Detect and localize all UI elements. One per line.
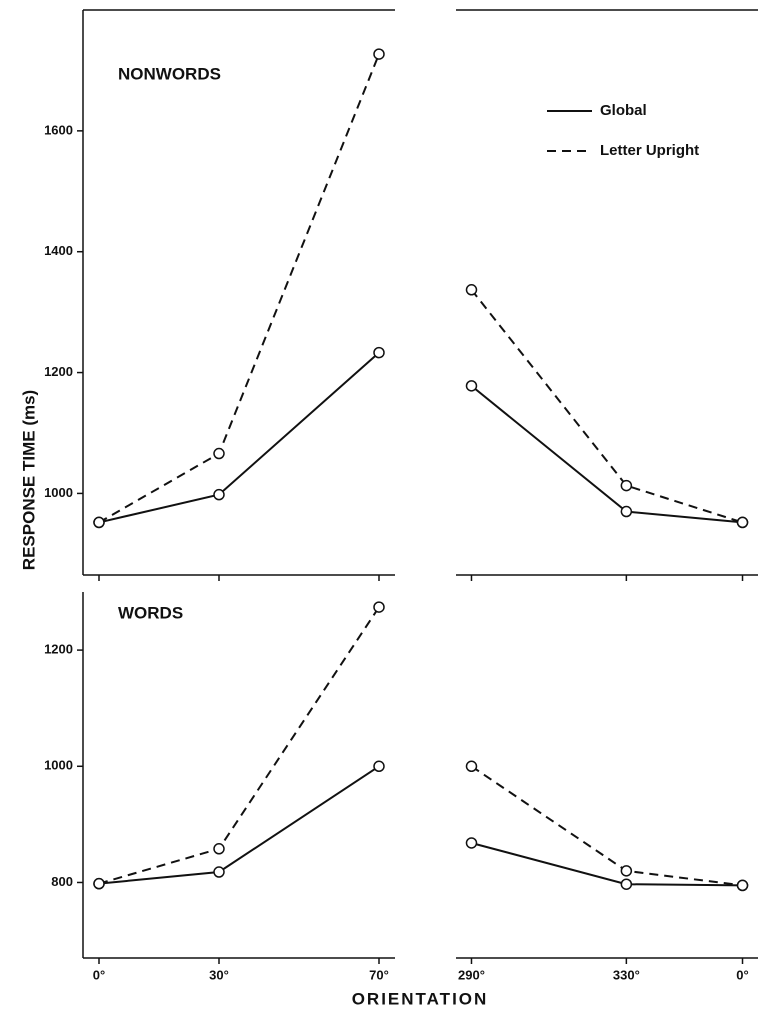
data-point xyxy=(465,837,478,849)
data-point xyxy=(373,760,385,773)
x-axis-label: ORIENTATION xyxy=(352,989,489,1008)
series-line xyxy=(470,385,743,524)
y-tick-label: 1200 xyxy=(44,364,73,379)
data-point xyxy=(465,760,478,773)
data-point xyxy=(213,488,225,501)
data-point xyxy=(213,866,225,878)
x-tick-label: 30° xyxy=(209,967,229,982)
data-point xyxy=(620,479,633,492)
data-point xyxy=(465,284,478,296)
data-point xyxy=(465,380,478,392)
y-tick-label: 1000 xyxy=(44,485,73,500)
y-tick-label: 1600 xyxy=(44,122,73,137)
series-line xyxy=(98,351,380,524)
data-point xyxy=(373,346,385,359)
data-point xyxy=(620,865,633,877)
y-tick-label: 1000 xyxy=(44,758,73,773)
data-point xyxy=(213,447,225,460)
series-line xyxy=(98,606,380,885)
x-tick-label: 0° xyxy=(736,967,748,982)
legend-label: Letter Upright xyxy=(600,142,699,159)
x-tick-label: 70° xyxy=(369,967,389,982)
data-point xyxy=(93,516,105,529)
data-point xyxy=(620,505,633,518)
series-line xyxy=(98,765,380,885)
data-point xyxy=(373,48,385,60)
x-tick-label: 0° xyxy=(93,967,105,982)
data-point xyxy=(736,879,749,892)
x-tick-label: 330° xyxy=(613,967,640,982)
data-point xyxy=(373,601,385,613)
data-point xyxy=(620,878,633,890)
y-axis-label: RESPONSE TIME (ms) xyxy=(19,390,38,570)
data-point xyxy=(736,516,749,529)
y-tick-label: 1200 xyxy=(44,642,73,657)
panel-title: WORDS xyxy=(118,603,183,622)
y-tick-label: 1400 xyxy=(44,243,73,258)
series-line xyxy=(98,53,380,524)
data-point xyxy=(93,877,105,890)
y-tick-label: 800 xyxy=(51,874,73,889)
data-point xyxy=(213,843,225,855)
legend-label: Global xyxy=(600,102,647,119)
series-line xyxy=(471,842,743,887)
series-line xyxy=(470,765,743,887)
panel-title: NONWORDS xyxy=(118,64,221,83)
series-line xyxy=(470,289,743,524)
x-tick-label: 290° xyxy=(458,967,485,982)
